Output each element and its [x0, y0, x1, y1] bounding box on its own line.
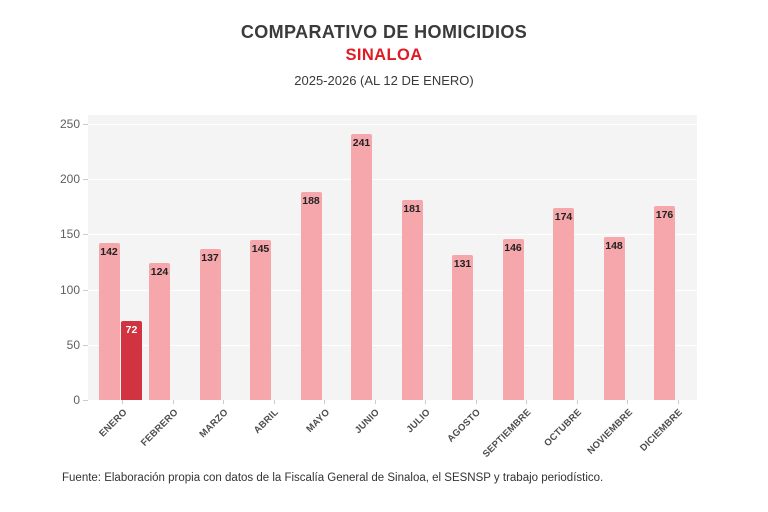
y-axis-tick-mark-100 — [83, 289, 88, 291]
chart-header: COMPARATIVO DE HOMICIDIOS SINALOA 2025-2… — [0, 21, 768, 89]
chart-period-note: 2025-2026 (AL 12 DE ENERO) — [294, 73, 474, 88]
gridline-y-50 — [88, 344, 697, 346]
y-axis-tick-label-50: 50 — [66, 337, 80, 352]
chart-subtitle-state: SINALOA — [345, 46, 423, 64]
bar-value-label-abril-2025: 145 — [251, 242, 270, 255]
bar-julio-2025 — [401, 200, 423, 400]
gridline-y-200 — [88, 179, 697, 181]
x-axis-tick-mark-julio — [425, 400, 426, 404]
x-axis-label-text-noviembre: NOVIEMBRE — [585, 407, 635, 457]
y-axis-tick-mark-0 — [83, 400, 88, 401]
x-axis-tick-mark-mayo — [324, 400, 325, 404]
bar-value-label-julio-2025: 181 — [403, 203, 421, 216]
x-axis-tick-mark-agosto — [475, 400, 477, 404]
y-axis-tick-mark-250 — [83, 124, 88, 125]
x-axis-label-text-marzo: MARZO — [197, 407, 231, 441]
bar-value-label-diciembre-2025: 176 — [655, 208, 674, 221]
source-note: Fuente: Elaboración propia con datos de … — [62, 472, 604, 484]
bar-octubre-2025 — [553, 207, 574, 400]
x-axis-tick-mark-diciembre — [677, 400, 679, 404]
x-axis-tick-mark-marzo — [223, 400, 224, 404]
bar-marzo-2025 — [199, 248, 221, 400]
y-axis-tick-mark-50 — [83, 344, 88, 346]
y-axis-tick-mark-200 — [83, 179, 88, 181]
x-axis-tick-mark-noviembre — [627, 400, 628, 404]
bar-value-label-enero-2025: 142 — [100, 246, 118, 259]
plot-area — [88, 115, 697, 400]
y-axis-tick-label-0: 0 — [73, 393, 80, 407]
bar-noviembre-2025 — [603, 236, 625, 400]
bar-value-label-febrero-2025: 124 — [150, 266, 169, 279]
bar-value-label-mayo-2025: 188 — [302, 195, 320, 208]
y-axis-tick-label-200: 200 — [59, 172, 80, 187]
bar-febrero-2025 — [149, 263, 170, 400]
x-axis-tick-mark-octubre — [576, 400, 578, 404]
homicides-bar-chart: 0 50 100 150 200 250 142 72 124 137 145 188 241 181 1… — [59, 115, 697, 460]
x-axis-label-text-diciembre: DICIEMBRE — [638, 407, 686, 454]
bar-value-label-enero-2026: 72 — [125, 323, 138, 336]
y-axis-tick-mark-150 — [83, 234, 88, 236]
x-axis-tick-mark-junio — [374, 400, 376, 404]
x-axis-label-text-octubre: OCTUBRE — [542, 407, 585, 449]
bar-enero-2026 — [121, 320, 142, 400]
bar-enero-2025 — [98, 243, 120, 400]
gridline-y-250 — [88, 124, 697, 125]
bar-abril-2025 — [250, 239, 271, 400]
bar-value-label-junio-2025: 241 — [352, 136, 371, 149]
bar-value-label-septiembre-2025: 146 — [504, 241, 522, 254]
x-axis-label-text-agosto: AGOSTO — [445, 407, 484, 445]
x-axis-label-text-mayo: MAYO — [303, 407, 332, 435]
bar-junio-2025 — [351, 133, 372, 400]
chart-title: COMPARATIVO DE HOMICIDIOS — [240, 22, 528, 42]
bar-mayo-2025 — [300, 192, 322, 400]
y-axis-tick-label-100: 100 — [59, 282, 80, 297]
gridline-y-150 — [88, 234, 697, 236]
y-axis-tick-label-250: 250 — [59, 117, 80, 131]
x-axis-tick-mark-septiembre — [526, 400, 527, 404]
x-axis-tick-mark-abril — [273, 400, 275, 404]
x-axis-tick-mark-enero — [122, 400, 123, 404]
x-axis-label-text-abril: ABRIL — [252, 407, 282, 437]
y-axis-tick-label-150: 150 — [59, 227, 80, 242]
x-axis-label-text-febrero: FEBRERO — [138, 407, 181, 449]
x-axis-tick-mark-febrero — [172, 400, 174, 404]
gridline-y-100 — [88, 289, 697, 291]
bar-value-label-agosto-2025: 131 — [453, 258, 472, 271]
bar-value-label-marzo-2025: 137 — [201, 251, 219, 264]
bar-septiembre-2025 — [502, 238, 524, 400]
x-axis-label-text-junio: JUNIO — [353, 407, 383, 437]
x-axis-label-text-septiembre: SEPTIEMBRE — [480, 407, 534, 460]
bar-agosto-2025 — [452, 255, 473, 400]
bar-diciembre-2025 — [654, 205, 675, 400]
x-axis-label-text-julio: JULIO — [404, 407, 433, 436]
x-axis-label-text-enero: ENERO — [97, 407, 130, 440]
bar-value-label-noviembre-2025: 148 — [605, 239, 623, 252]
bar-value-label-octubre-2025: 174 — [554, 210, 573, 223]
